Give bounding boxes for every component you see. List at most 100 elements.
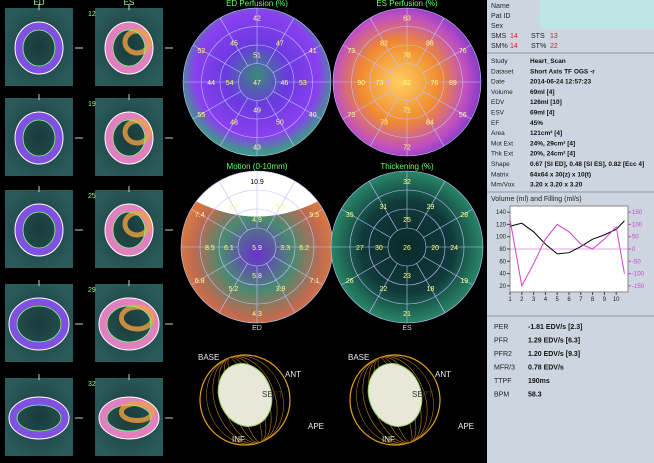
orientation-label: INF [382, 435, 395, 444]
segment-value: 6.2 [299, 245, 309, 252]
filling-label: PFR2 [494, 351, 512, 358]
field-label: Name [491, 3, 510, 10]
patient-box [540, 0, 654, 29]
x-tick-label: 6 [567, 297, 571, 303]
segment-value: 43 [253, 144, 261, 151]
info-label: Mot Ext [491, 140, 513, 147]
segment-line [422, 90, 472, 120]
slice-header: ES [124, 0, 135, 7]
segment-line [265, 97, 295, 147]
score-value: 14 [510, 33, 518, 40]
info-label: Date [491, 79, 505, 86]
x-tick-label: 10 [613, 297, 620, 303]
polar-map [331, 171, 483, 323]
info-label: Mm/Vox [491, 182, 515, 189]
segment-line [369, 97, 399, 147]
segment-value: 7.4 [195, 212, 205, 219]
slice-number: 12 [88, 11, 96, 18]
info-value: Heart_Scan [530, 58, 566, 65]
info-value: 0.67 [SI ED], 0.48 [SI ES], 0.82 [Ecc 4] [530, 161, 644, 168]
segment-value: 73 [347, 48, 355, 55]
map-label: ES [402, 325, 412, 332]
segment-value: 5.9 [252, 245, 262, 252]
segment-value: 63 [403, 16, 411, 23]
y-tick-label: 100 [496, 235, 507, 241]
orientation-label: APE [458, 422, 474, 431]
y-tick-label: 80 [499, 247, 506, 253]
mesh-line [356, 355, 434, 445]
segment-value: 3.3 [280, 245, 290, 252]
segment-value: 40 [309, 112, 317, 119]
segment-line [272, 90, 322, 120]
segment-line [415, 17, 445, 67]
y-tick-label: 40 [499, 272, 506, 278]
info-value: 2014-06-24 12:57:23 [530, 79, 591, 86]
myocardium [9, 298, 69, 350]
score-label: ST% [531, 43, 546, 50]
segment-value: 73 [347, 112, 355, 119]
orientation-label: ANT [435, 370, 451, 379]
contour [98, 297, 160, 351]
segment-value: 28 [460, 212, 468, 219]
segment-value: 22 [380, 286, 388, 293]
polar-map [333, 8, 481, 156]
segment-value: 82 [403, 80, 411, 87]
hotspot [122, 28, 152, 56]
y2-tick-label: 150 [632, 210, 643, 216]
filling-label: BPM [494, 392, 509, 399]
contour [106, 305, 152, 343]
segment-value: 5.5 [276, 204, 286, 211]
myocardium [15, 22, 63, 74]
segment-value: 47 [276, 40, 284, 47]
filling-label: PFR [494, 338, 508, 345]
info-label: Shape [491, 161, 510, 168]
x-tick-label: 4 [544, 297, 548, 303]
contour [106, 404, 152, 432]
filling-label: MFR/3 [494, 365, 515, 372]
orientation-label: APE [308, 422, 324, 431]
info-label: Thk Ext [491, 151, 513, 158]
segment-line [192, 44, 242, 74]
field-label: Sex [491, 23, 504, 30]
myocardium [9, 397, 69, 439]
segment-line [415, 97, 445, 147]
orientation-label: SEPT [412, 390, 433, 399]
x-tick-label: 2 [520, 297, 524, 303]
contour [98, 396, 160, 440]
filling-label: TTPF [494, 378, 512, 385]
segment-value: 53 [299, 80, 307, 87]
segment-value: 4.3 [252, 311, 262, 318]
contour [22, 211, 56, 249]
info-value: 126ml [10] [530, 99, 562, 106]
segment-value: 47 [253, 80, 261, 87]
info-value: 45% [530, 120, 543, 127]
segment-value: 72 [403, 144, 411, 151]
segment-line [272, 44, 322, 74]
segment-value: 4.9 [252, 217, 262, 224]
contour [104, 203, 154, 257]
score-label: SM% [491, 43, 508, 50]
segment-value: 7.1 [309, 278, 319, 285]
segment-value: 25 [403, 217, 411, 224]
segment-value: 71 [403, 107, 411, 114]
myocardium [15, 112, 63, 164]
segment-value: 73 [376, 80, 384, 87]
info-label: Dataset [491, 68, 514, 75]
segment-line [416, 263, 446, 313]
segment-value: 23 [403, 273, 411, 280]
segment-value: 76 [459, 48, 467, 55]
contour [8, 396, 70, 440]
segment-value: 73 [380, 120, 388, 127]
x-tick-label: 7 [579, 297, 583, 303]
segment-line [218, 181, 248, 231]
segment-line [266, 181, 296, 231]
score-value: 14 [510, 43, 518, 50]
myocardium [99, 298, 159, 350]
segment-value: 32 [403, 179, 411, 186]
slice-number: 25 [88, 193, 96, 200]
segment-value: 84 [426, 120, 434, 127]
segment-value: 44 [207, 80, 215, 87]
endocardium [217, 363, 273, 427]
orientation-label: INF [232, 435, 245, 444]
